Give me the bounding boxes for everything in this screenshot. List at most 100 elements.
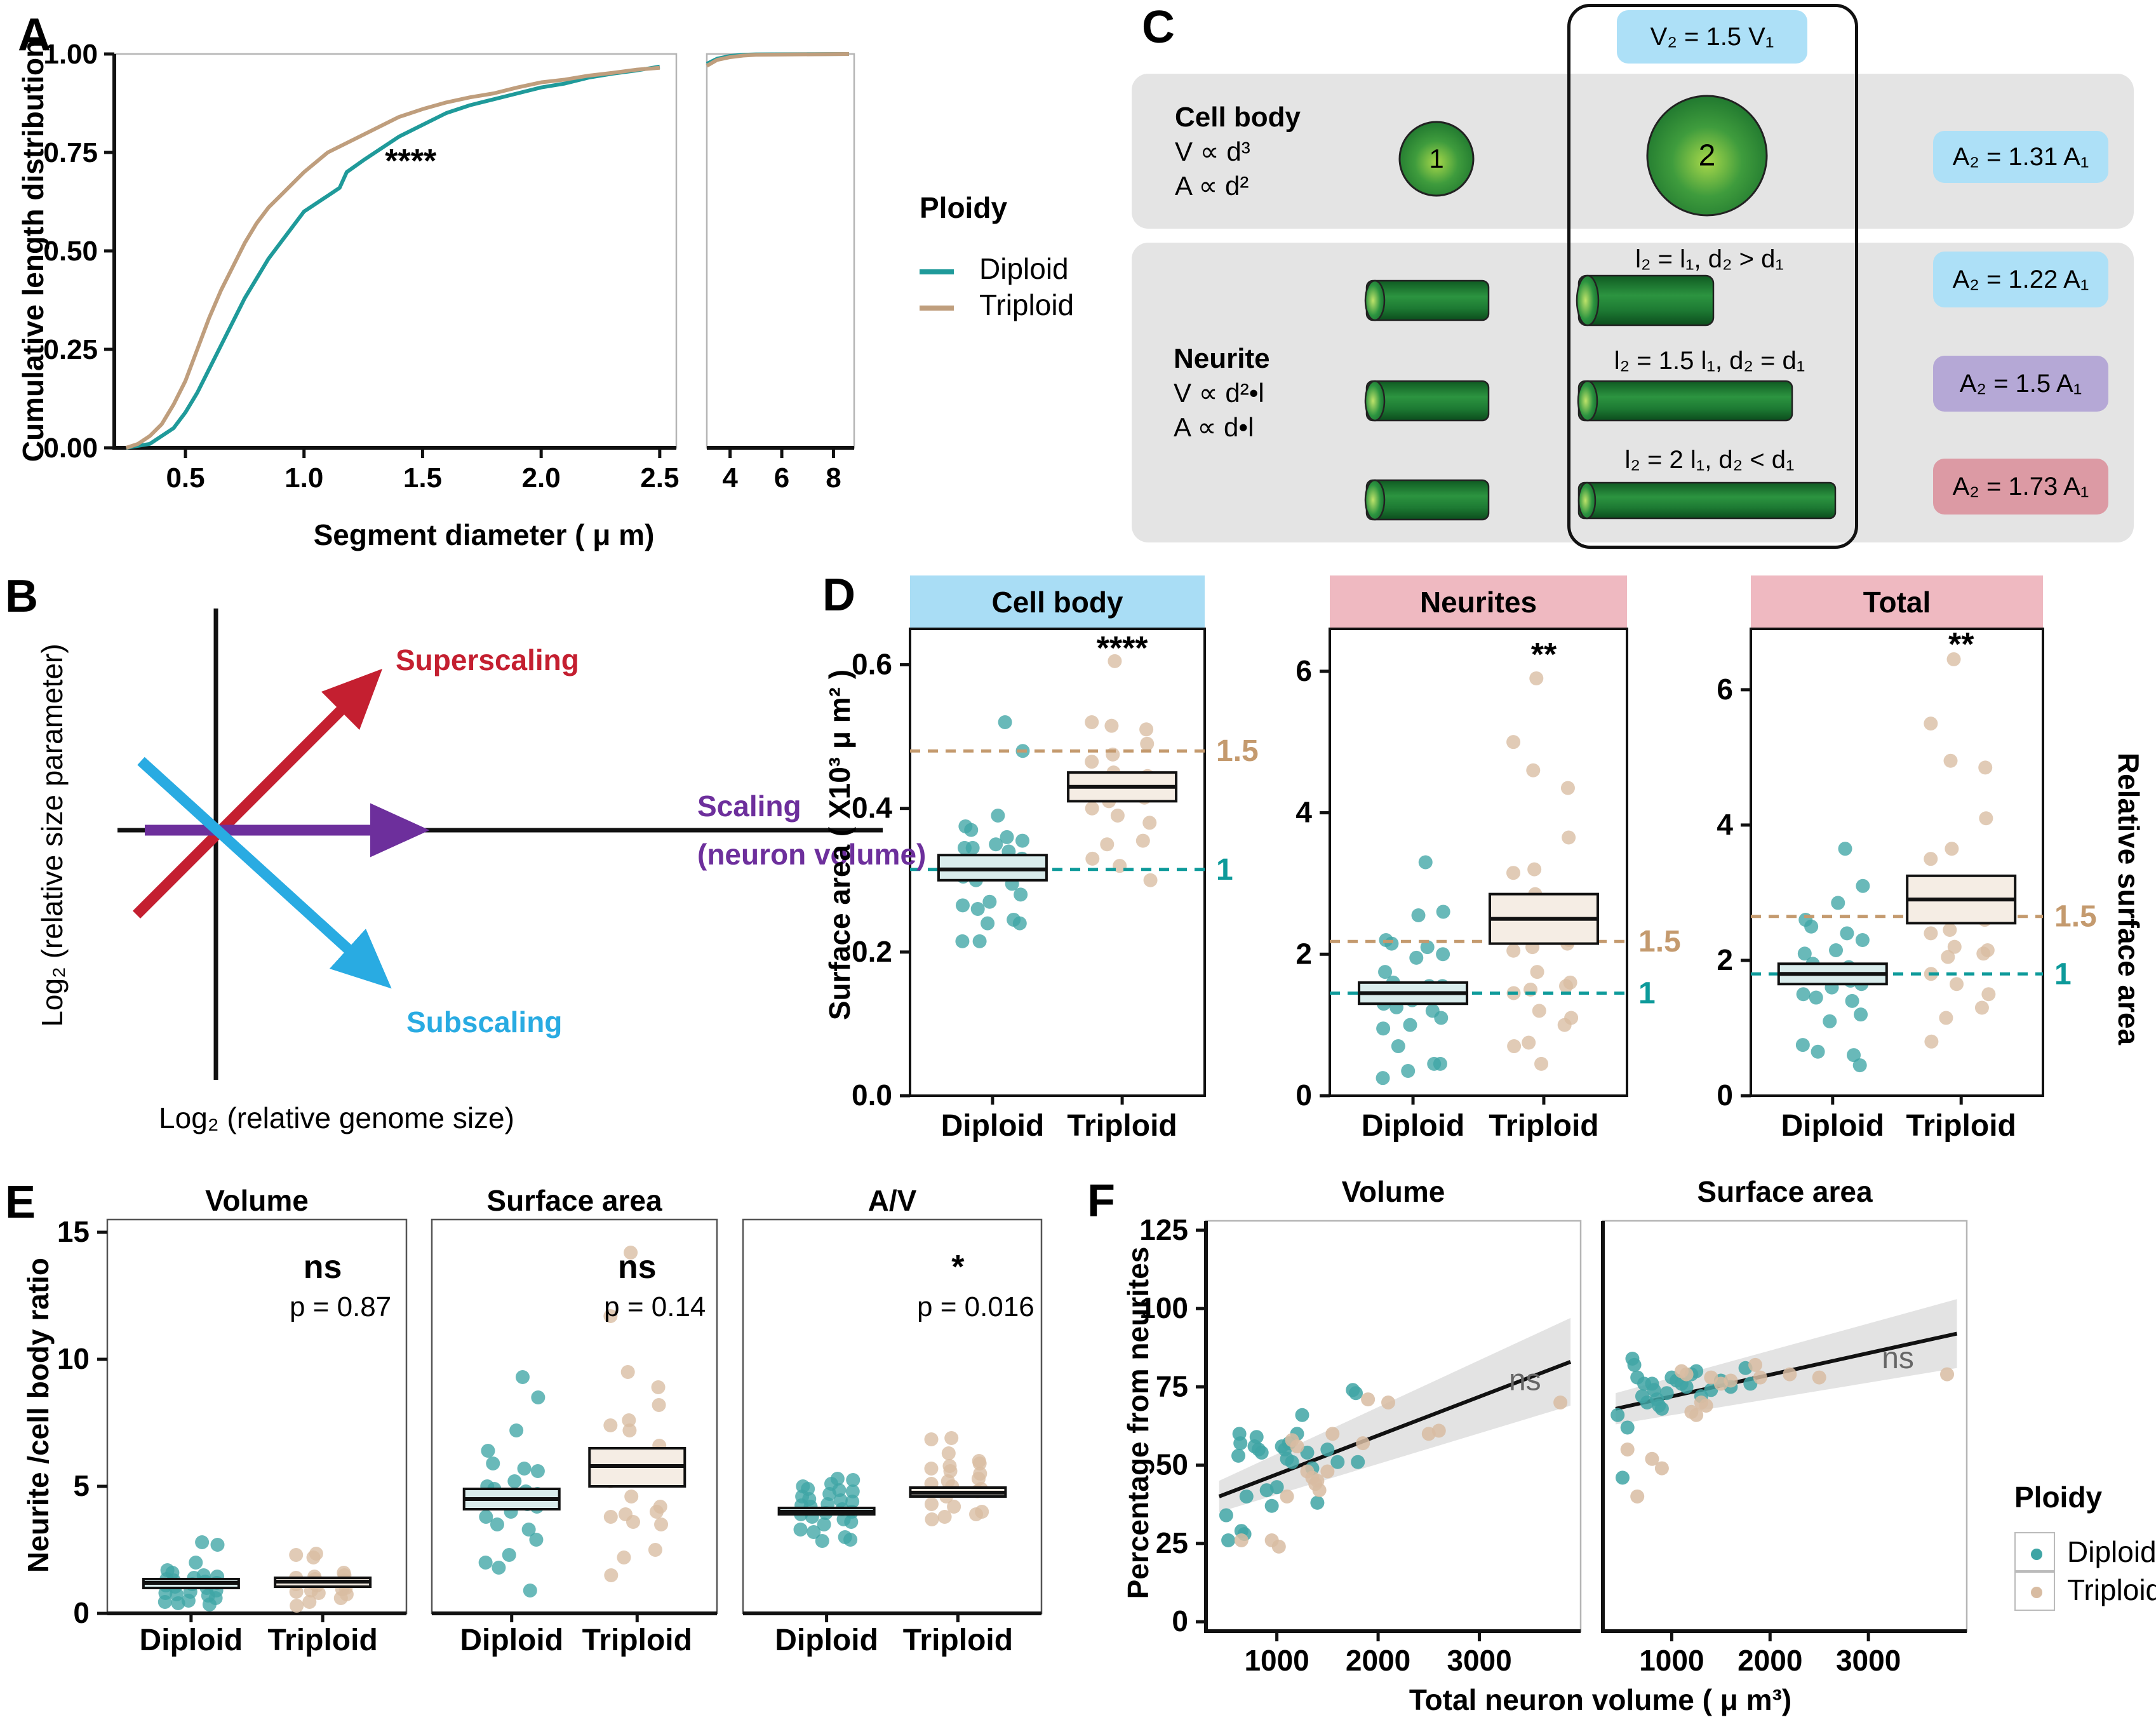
- data-point-triploid: [1974, 1000, 1989, 1015]
- data-point-diploid: [1239, 1489, 1254, 1503]
- data-point-triploid: [1724, 1373, 1738, 1388]
- data-point-diploid: [202, 1598, 217, 1611]
- diploid-legend-label: Diploid: [979, 252, 1069, 285]
- data-point-triploid: [652, 1398, 666, 1412]
- plot-frame: [909, 628, 1206, 1097]
- x-tick-label: 3000: [1447, 1644, 1511, 1677]
- reference-line-label: 1.5: [2054, 900, 2097, 934]
- data-point-triploid: [1979, 811, 1993, 826]
- data-point-diploid: [972, 934, 987, 948]
- plot-frame: [1329, 628, 1628, 1097]
- subplot-header: [1330, 575, 1627, 629]
- neurite-row3-caption: l₂ = 2 l₁, d₂ < d₁: [1624, 446, 1795, 474]
- data-point-diploid: [1846, 1048, 1861, 1063]
- data-point-diploid: [502, 1548, 516, 1562]
- data-point-diploid: [1403, 1018, 1417, 1032]
- p-value-label: p = 0.016: [917, 1291, 1034, 1322]
- category-label: Triploid: [1489, 1109, 1598, 1143]
- panel-b-xlabel: Log₂ (relative genome size): [159, 1101, 514, 1134]
- data-point-diploid: [846, 1473, 860, 1487]
- p-value-label: p = 0.14: [604, 1291, 706, 1322]
- data-point-diploid: [195, 1535, 210, 1549]
- data-point-diploid: [1418, 855, 1433, 870]
- data-point-triploid: [1940, 1367, 1955, 1382]
- y-tick-label: 125: [1139, 1213, 1188, 1246]
- data-point-diploid: [1014, 887, 1028, 902]
- data-point-diploid: [1795, 1038, 1810, 1053]
- subplot-title: Surface area: [1697, 1175, 1873, 1208]
- data-point-triploid: [1924, 1034, 1939, 1049]
- diploid-legend-line: [920, 269, 954, 274]
- data-point-diploid: [965, 840, 980, 855]
- data-point-diploid: [1411, 908, 1426, 923]
- data-point-triploid: [941, 1446, 956, 1460]
- data-point-triploid: [620, 1365, 635, 1379]
- superscaling-label: Superscaling: [396, 643, 579, 676]
- category-label: Triploid: [1067, 1109, 1177, 1143]
- significance-label: **: [1948, 626, 1974, 663]
- data-point-diploid: [531, 1390, 546, 1404]
- data-point-triploid: [651, 1380, 666, 1394]
- data-point-triploid: [622, 1423, 637, 1437]
- f-legend-key-diploid: [2014, 1532, 2055, 1573]
- triploid-legend-line: [920, 306, 954, 311]
- data-point-diploid: [793, 1523, 808, 1537]
- data-point-triploid: [1522, 1035, 1536, 1050]
- data-point-triploid: [1924, 926, 1938, 941]
- data-point-triploid: [624, 1490, 639, 1503]
- panel-f-letter: F: [1087, 1176, 1115, 1227]
- data-point-triploid: [1527, 862, 1542, 877]
- data-point-triploid: [1699, 1398, 1713, 1413]
- data-point-diploid: [507, 1474, 522, 1488]
- data-point-triploid: [1271, 1539, 1286, 1554]
- x-tick-label: 2000: [1738, 1644, 1802, 1677]
- y-tick-label: 50: [1156, 1448, 1188, 1481]
- data-point-diploid: [955, 898, 970, 913]
- data-point-diploid: [1797, 946, 1812, 961]
- data-point-diploid: [1811, 1044, 1825, 1059]
- data-point-triploid: [1978, 760, 1993, 775]
- data-point-triploid: [1320, 1464, 1335, 1479]
- y-tick-label: 0.50: [43, 236, 98, 267]
- data-point-diploid: [1264, 1498, 1279, 1513]
- data-point-diploid: [1310, 1495, 1325, 1510]
- y-tick-label: 0: [1172, 1604, 1188, 1638]
- subscaling-arrow: [137, 757, 392, 989]
- neurite-formula-1: V ∝ d²•l: [1174, 378, 1264, 408]
- soma-2-label: 2: [1698, 138, 1716, 173]
- data-point-triploid: [1507, 1039, 1522, 1054]
- data-point-diploid: [1376, 1071, 1390, 1086]
- data-point-diploid: [1376, 1021, 1391, 1036]
- y-tick-label: 75: [1156, 1369, 1188, 1402]
- data-point-diploid: [481, 1444, 495, 1458]
- data-point-triploid: [1104, 718, 1119, 733]
- data-point-triploid: [1526, 763, 1541, 777]
- data-point-triploid: [969, 1507, 984, 1521]
- x-tick-label: 0.5: [166, 462, 204, 494]
- data-point-diploid: [1351, 1455, 1365, 1469]
- data-point-triploid: [1560, 781, 1575, 795]
- data-point-triploid: [924, 1432, 939, 1446]
- data-point-triploid: [1532, 1004, 1546, 1018]
- subplot-title: Volume: [205, 1184, 309, 1217]
- comparison-outline-box: [1567, 4, 1858, 549]
- data-point-triploid: [289, 1585, 304, 1599]
- data-point-diploid: [1269, 1480, 1284, 1495]
- data-point-triploid: [925, 1512, 939, 1526]
- y-tick-label: 0: [73, 1596, 90, 1629]
- y-tick-label: 0.75: [43, 137, 98, 168]
- data-point-diploid: [1831, 896, 1845, 910]
- x-tick-label: 2000: [1346, 1644, 1410, 1677]
- y-tick-label: 1.00: [43, 39, 98, 70]
- x-tick-label: 1.0: [285, 462, 323, 494]
- significance-stars: ****: [385, 143, 437, 180]
- x-tick-label: 2.0: [522, 462, 561, 494]
- data-point-triploid: [617, 1550, 631, 1564]
- data-point-triploid: [1135, 833, 1150, 848]
- data-point-triploid: [624, 1246, 638, 1260]
- y-tick-label: 0: [1296, 1079, 1312, 1112]
- data-point-triploid: [944, 1431, 959, 1445]
- data-point-diploid: [1420, 940, 1435, 955]
- data-point-diploid: [1231, 1448, 1246, 1463]
